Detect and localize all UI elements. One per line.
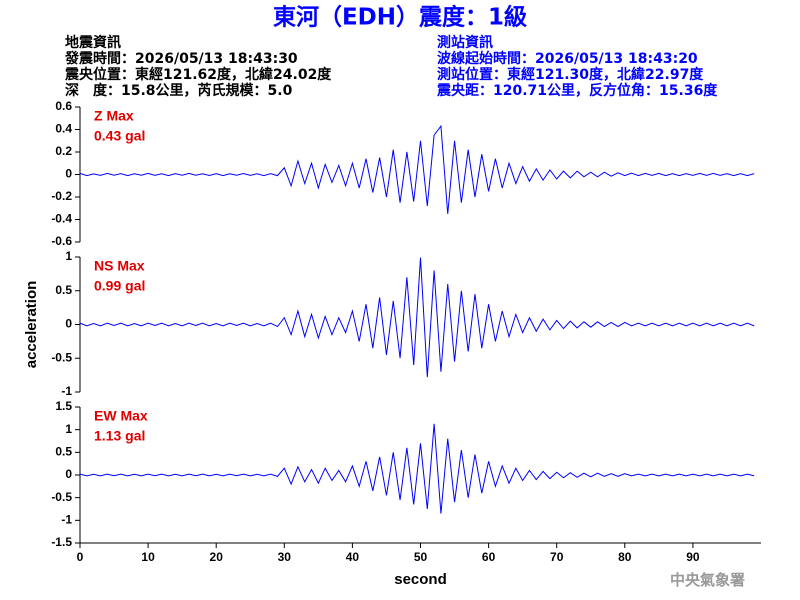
y-tick-label: -1 [61,384,72,398]
y-tick-label: 1 [65,422,72,436]
x-tick-label: 80 [618,550,632,564]
x-tick-label: 0 [77,550,84,564]
x-tick-label: 50 [414,550,428,564]
waveform [79,124,755,214]
y-tick-label: 0 [65,317,72,331]
info-left: 震央位置：東經121.62度，北緯24.02度 [64,66,332,83]
y-tick-label: -0.5 [51,490,72,504]
y-tick-label: -0.4 [51,212,72,226]
y-tick-label: -1 [61,513,72,527]
info-right: 測站資訊 [437,34,493,51]
info-right: 測站位置：東經121.30度，北緯22.97度 [437,66,704,83]
y-tick-label: -0.6 [51,234,72,248]
x-tick-label: 40 [346,550,360,564]
x-tick-label: 20 [210,550,224,564]
y-tick-label: 0.5 [55,283,72,297]
max-annotation: 0.43 gal [94,128,145,144]
x-tick-label: 70 [550,550,564,564]
y-tick-label: 0 [65,167,72,181]
info-left: 深 度：15.8公里，芮氏規模：5.0 [65,82,293,99]
waveform [79,257,755,378]
x-tick-label: 90 [686,550,700,564]
info-right: 波線起始時間：2026/05/13 18:43:20 [437,50,698,67]
y-axis-label: acceleration [23,281,40,369]
x-tick-label: 60 [482,550,496,564]
y-tick-label: 0.6 [55,99,72,113]
x-tick-label: 30 [278,550,292,564]
y-tick-label: -1.5 [51,535,72,549]
info-left: 發震時間：2026/05/13 18:43:30 [64,50,298,67]
watermark: 中央氣象署 [670,571,745,589]
y-tick-label: 0 [65,467,72,481]
waveform [79,423,755,514]
x-axis-label: second [394,571,447,588]
y-tick-label: 0.2 [55,144,72,158]
y-tick-label: 0.4 [55,122,72,136]
max-annotation: 0.99 gal [94,278,145,294]
max-annotation: NS Max [94,258,145,274]
y-tick-label: 1.5 [55,399,72,413]
y-tick-label: -0.2 [51,189,72,203]
max-annotation: Z Max [94,108,134,124]
max-annotation: 1.13 gal [94,428,145,444]
y-tick-label: 0.5 [55,445,72,459]
max-annotation: EW Max [94,408,148,424]
x-tick-label: 10 [141,550,155,564]
y-tick-label: -0.5 [51,350,72,364]
info-right: 震央距：120.71公里，反方位角：15.36度 [436,82,718,99]
info-left: 地震資訊 [65,34,121,51]
y-tick-label: 1 [65,249,72,263]
title: 東河（EDH）震度：1級 [273,4,527,31]
